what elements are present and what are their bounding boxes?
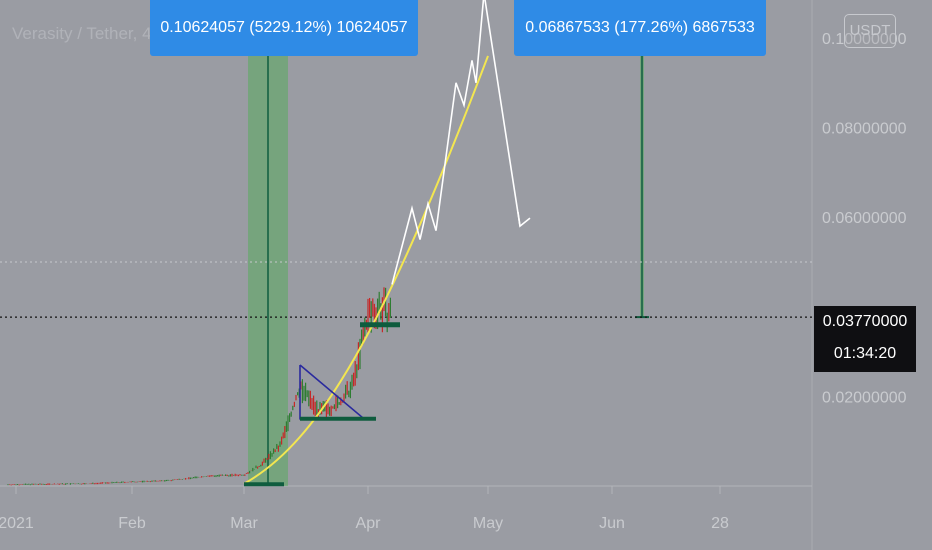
x-tick-label: 2021 [0,515,34,532]
y-tick-label: 0.02000000 [822,389,907,406]
x-tick-label: Jun [599,515,625,532]
y-tick-label: 0.10000000 [822,31,907,48]
range-tooltip-2: 0.06867533 (177.26%) 6867533 [514,0,766,56]
x-tick-label: Apr [356,515,382,532]
y-tick-label: 0.08000000 [822,121,907,138]
x-tick-label: 28 [711,515,729,532]
x-tick-label: May [473,515,503,532]
countdown-label: 01:34:20 [814,338,916,372]
currency-button[interactable]: USDT [844,14,896,48]
projection-arrowhead [517,212,531,228]
x-tick-label: Mar [230,515,258,532]
projection-path [391,0,521,285]
triangle-pattern [299,364,367,420]
current-price-label: 0.03770000 [814,306,916,338]
y-tick-label: 0.06000000 [822,210,907,227]
range-tooltip-1: 0.10624057 (5229.12%) 10624057 [150,0,418,56]
trend-curve [243,55,489,485]
x-tick-label: Feb [118,515,146,532]
